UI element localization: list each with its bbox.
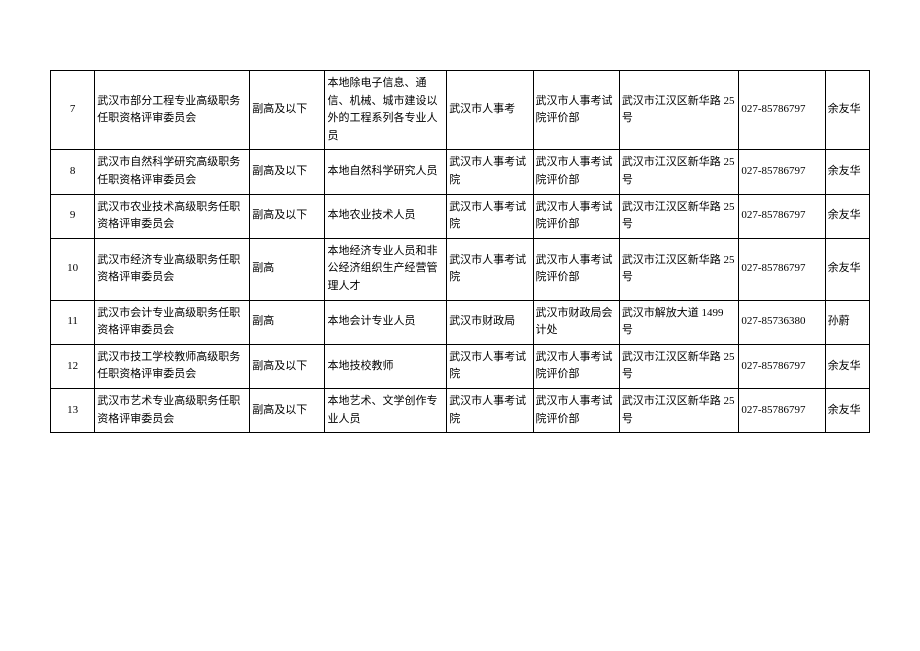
cell-committee: 武汉市技工学校教师高级职务任职资格评审委员会 [95, 344, 250, 388]
cell-level: 副高及以下 [250, 194, 325, 238]
cell-level: 副高 [250, 300, 325, 344]
table-row: 7 武汉市部分工程专业高级职务任职资格评审委员会 副高及以下 本地除电子信息、通… [51, 71, 870, 150]
cell-scope: 本地经济专业人员和非公经济组织生产经营管理人才 [325, 238, 447, 300]
cell-committee: 武汉市艺术专业高级职务任职资格评审委员会 [95, 388, 250, 432]
cell-level: 副高及以下 [250, 344, 325, 388]
cell-dept2: 武汉市人事考试院评价部 [533, 388, 619, 432]
cell-idx: 8 [51, 150, 95, 194]
cell-phone: 027-85786797 [739, 238, 825, 300]
cell-contact: 余友华 [825, 71, 869, 150]
cell-contact: 余友华 [825, 194, 869, 238]
cell-dept2: 武汉市人事考试院评价部 [533, 150, 619, 194]
cell-idx: 12 [51, 344, 95, 388]
cell-addr: 武汉市江汉区新华路 25 号 [619, 388, 739, 432]
committee-table: 7 武汉市部分工程专业高级职务任职资格评审委员会 副高及以下 本地除电子信息、通… [50, 70, 870, 433]
cell-contact: 余友华 [825, 150, 869, 194]
table-row: 10 武汉市经济专业高级职务任职资格评审委员会 副高 本地经济专业人员和非公经济… [51, 238, 870, 300]
cell-idx: 10 [51, 238, 95, 300]
table-row: 13 武汉市艺术专业高级职务任职资格评审委员会 副高及以下 本地艺术、文学创作专… [51, 388, 870, 432]
cell-idx: 11 [51, 300, 95, 344]
cell-addr: 武汉市江汉区新华路 25 号 [619, 71, 739, 150]
cell-addr: 武汉市解放大道 1499 号 [619, 300, 739, 344]
cell-scope: 本地会计专业人员 [325, 300, 447, 344]
cell-dept2: 武汉市人事考试院评价部 [533, 71, 619, 150]
cell-phone: 027-85786797 [739, 71, 825, 150]
cell-phone: 027-85786797 [739, 344, 825, 388]
cell-phone: 027-85736380 [739, 300, 825, 344]
cell-level: 副高及以下 [250, 388, 325, 432]
cell-addr: 武汉市江汉区新华路 25 号 [619, 150, 739, 194]
cell-scope: 本地技校教师 [325, 344, 447, 388]
cell-addr: 武汉市江汉区新华路 25 号 [619, 238, 739, 300]
cell-committee: 武汉市部分工程专业高级职务任职资格评审委员会 [95, 71, 250, 150]
table-body: 7 武汉市部分工程专业高级职务任职资格评审委员会 副高及以下 本地除电子信息、通… [51, 71, 870, 433]
cell-phone: 027-85786797 [739, 388, 825, 432]
cell-scope: 本地农业技术人员 [325, 194, 447, 238]
cell-contact: 余友华 [825, 344, 869, 388]
table-row: 11 武汉市会计专业高级职务任职资格评审委员会 副高 本地会计专业人员 武汉市财… [51, 300, 870, 344]
cell-dept1: 武汉市财政局 [447, 300, 533, 344]
cell-contact: 余友华 [825, 388, 869, 432]
cell-committee: 武汉市经济专业高级职务任职资格评审委员会 [95, 238, 250, 300]
cell-idx: 9 [51, 194, 95, 238]
cell-contact: 孙蔚 [825, 300, 869, 344]
table-row: 8 武汉市自然科学研究高级职务任职资格评审委员会 副高及以下 本地自然科学研究人… [51, 150, 870, 194]
cell-level: 副高 [250, 238, 325, 300]
cell-dept1: 武汉市人事考 [447, 71, 533, 150]
cell-idx: 13 [51, 388, 95, 432]
cell-dept1: 武汉市人事考试院 [447, 238, 533, 300]
cell-scope: 本地艺术、文学创作专业人员 [325, 388, 447, 432]
cell-scope: 本地除电子信息、通信、机械、城市建设以外的工程系列各专业人员 [325, 71, 447, 150]
cell-level: 副高及以下 [250, 71, 325, 150]
cell-dept2: 武汉市财政局会计处 [533, 300, 619, 344]
cell-dept2: 武汉市人事考试院评价部 [533, 344, 619, 388]
table-row: 9 武汉市农业技术高级职务任职资格评审委员会 副高及以下 本地农业技术人员 武汉… [51, 194, 870, 238]
cell-addr: 武汉市江汉区新华路 25 号 [619, 194, 739, 238]
cell-dept1: 武汉市人事考试院 [447, 344, 533, 388]
cell-idx: 7 [51, 71, 95, 150]
table-row: 12 武汉市技工学校教师高级职务任职资格评审委员会 副高及以下 本地技校教师 武… [51, 344, 870, 388]
cell-committee: 武汉市自然科学研究高级职务任职资格评审委员会 [95, 150, 250, 194]
cell-dept2: 武汉市人事考试院评价部 [533, 194, 619, 238]
cell-committee: 武汉市农业技术高级职务任职资格评审委员会 [95, 194, 250, 238]
cell-dept1: 武汉市人事考试院 [447, 150, 533, 194]
cell-phone: 027-85786797 [739, 194, 825, 238]
cell-addr: 武汉市江汉区新华路 25 号 [619, 344, 739, 388]
cell-dept1: 武汉市人事考试院 [447, 194, 533, 238]
cell-level: 副高及以下 [250, 150, 325, 194]
cell-scope: 本地自然科学研究人员 [325, 150, 447, 194]
cell-dept1: 武汉市人事考试院 [447, 388, 533, 432]
cell-committee: 武汉市会计专业高级职务任职资格评审委员会 [95, 300, 250, 344]
cell-phone: 027-85786797 [739, 150, 825, 194]
cell-dept2: 武汉市人事考试院评价部 [533, 238, 619, 300]
cell-contact: 余友华 [825, 238, 869, 300]
